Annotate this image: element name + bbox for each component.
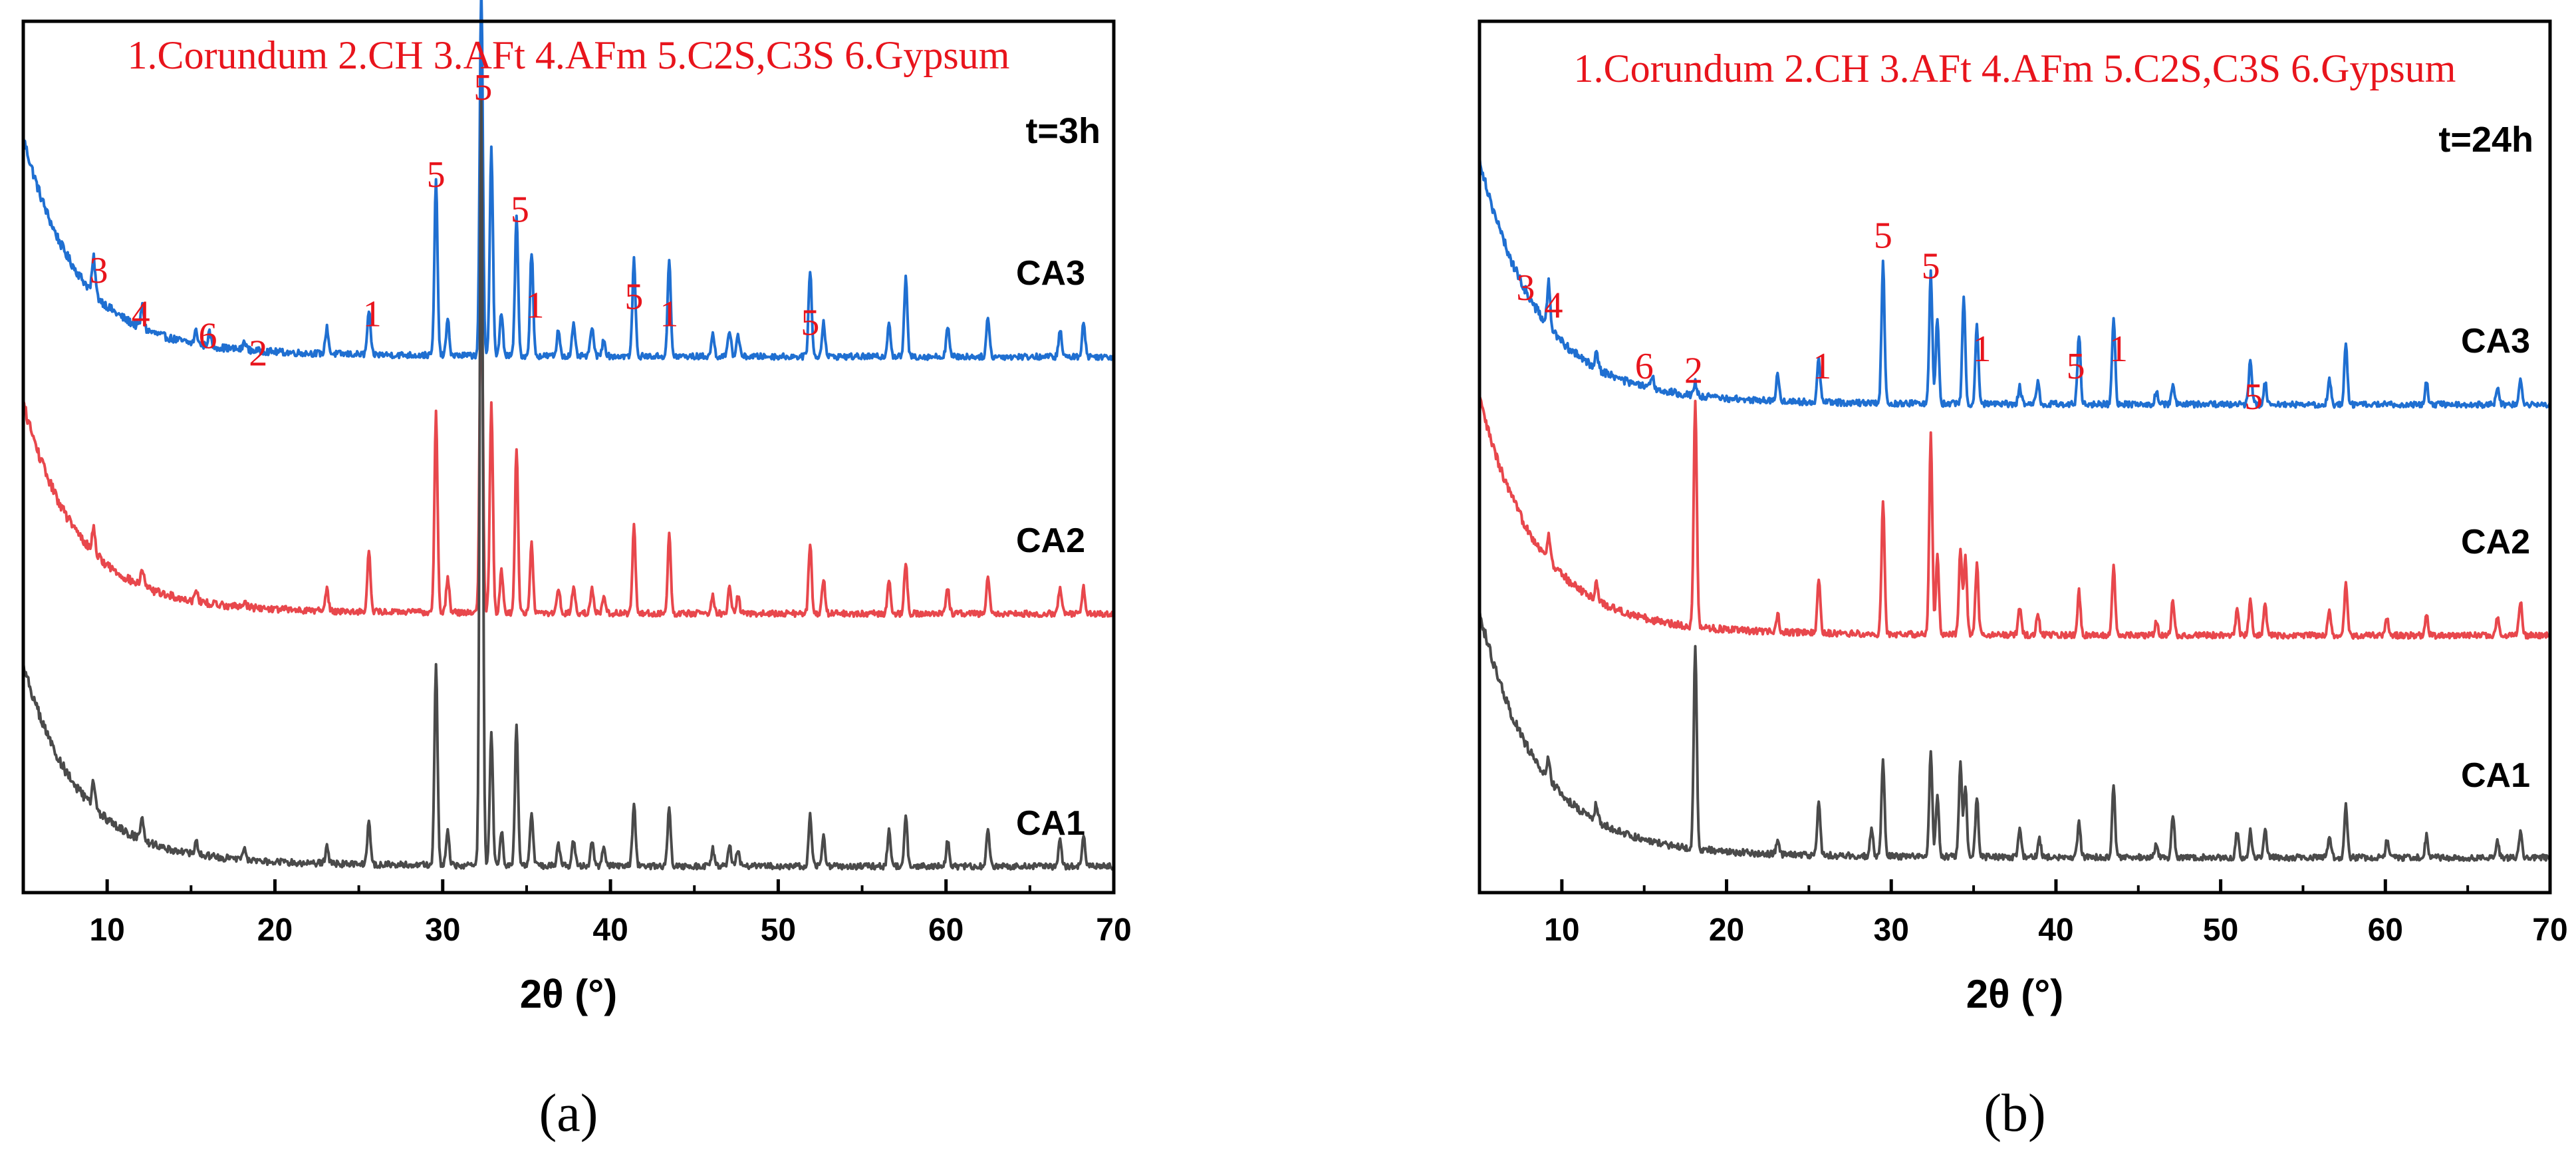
panel-b-time-label: t=24h: [2438, 120, 2533, 160]
panel-b-series-labels: CA3 CA2 CA1: [2461, 322, 2530, 795]
panel-a-x-tick-label-10: 10: [89, 913, 124, 948]
panel-b-peak-annotation-7: 1: [1972, 329, 1991, 370]
panel-a-x-tick-label-40: 40: [592, 913, 628, 948]
panel-a-series-ca1-line: [22, 98, 1115, 871]
panel-a-peak-annotation-8: 1: [526, 285, 545, 326]
panel-b: 10 20 30 40 50 60 70 1.Corundum 2.CH 3.AFt 4.A…: [1478, 19, 2568, 1143]
panel-b-peak-annotation-9: 1: [2109, 329, 2128, 370]
panel-a-peak-annotation-5: 5: [427, 154, 446, 196]
panel-b-x-tick-label-50: 50: [2203, 913, 2238, 948]
panel-b-plot-frame: [1478, 19, 2552, 895]
panel-b-series-ca3-line: [1478, 156, 2551, 409]
panel-b-legend: 1.Corundum 2.CH 3.AFt 4.AFm 5.C2S,C3S 6.…: [1574, 47, 2456, 90]
panel-b-peak-annotation-3: 2: [1684, 351, 1703, 392]
panel-a-caption: (a): [539, 1084, 598, 1143]
panel-b-peak-annotation-2: 6: [1635, 346, 1654, 387]
panel-b-series-label-ca2: CA2: [2461, 523, 2530, 561]
panel-a-series-label-ca1: CA1: [1016, 804, 1085, 843]
panel-a-x-axis-label: 2θ (°): [520, 972, 617, 1016]
panel-b-x-tick-label-40: 40: [2038, 913, 2073, 948]
panel-b-peak-annotation-6: 5: [1922, 245, 1940, 287]
panel-a-peak-annotation-1: 4: [132, 294, 150, 335]
panel-a-x-ticks: 10 20 30 40 50 60 70: [22, 879, 1132, 948]
panel-b-peak-annotation-1: 4: [1544, 285, 1563, 326]
panel-b-peak-annotation-4: 1: [1813, 346, 1831, 387]
panel-b-x-ticks: 10 20 30 40 50 60 70: [1478, 879, 2568, 948]
panel-a-peak-annotation-2: 6: [199, 315, 217, 357]
panel-b-x-tick-label-70: 70: [2532, 913, 2567, 948]
panel-b-peak-annotation-8: 5: [2067, 346, 2085, 387]
panel-b-peak-annotation-10: 5: [2244, 376, 2263, 418]
panel-b-series-label-ca1: CA1: [2461, 756, 2530, 795]
panel-a: 10 20 30 40 50 60 70 1.Corundum 2.CH 3.AFt 4.A…: [21, 0, 1132, 1143]
panel-a-peak-annotation-11: 5: [801, 303, 819, 344]
panel-a-peak-annotation-6: 5: [473, 67, 492, 108]
panel-b-x-tick-label-20: 20: [1709, 913, 1744, 948]
panel-a-x-tick-label-20: 20: [257, 913, 293, 948]
panel-a-peak-annotation-4: 1: [363, 294, 382, 335]
panel-a-peak-annotation-7: 5: [511, 189, 529, 230]
panel-a-plot-lines: [22, 0, 1115, 871]
panel-b-peak-annotation-5: 5: [1874, 216, 1892, 257]
panel-b-series-ca1-line: [1478, 609, 2551, 862]
panel-b-peak-annotation-0: 3: [1516, 267, 1535, 309]
panel-a-peak-annotation-0: 3: [90, 250, 108, 291]
panel-a-series-labels: CA3 CA2 CA1: [1016, 254, 1085, 843]
panel-b-plot-lines: [1478, 156, 2551, 862]
panel-a-series-label-ca3: CA3: [1016, 254, 1085, 293]
panel-a-plot-frame: [21, 19, 1116, 895]
panel-b-caption: (b): [1984, 1084, 2045, 1143]
panel-a-time-label: t=3h: [1025, 111, 1100, 151]
panel-a-series-label-ca2: CA2: [1016, 521, 1085, 560]
panel-b-series-label-ca3: CA3: [2461, 322, 2530, 361]
panel-b-x-tick-label-60: 60: [2368, 913, 2403, 948]
panel-a-peak-annotation-10: 1: [660, 294, 678, 335]
panel-a-x-tick-label-60: 60: [928, 913, 964, 948]
panel-a-x-tick-label-50: 50: [761, 913, 796, 948]
panel-b-series-ca2-line: [1478, 395, 2551, 640]
panel-a-series-ca3-line: [22, 0, 1115, 361]
panel-b-x-tick-label-30: 30: [1874, 913, 1909, 948]
panel-a-x-tick-label-70: 70: [1096, 913, 1131, 948]
panel-a-series-ca2-line: [22, 256, 1115, 619]
panel-a-peak-annotation-3: 2: [249, 333, 267, 374]
panel-a-peak-annotation-9: 5: [624, 276, 643, 317]
panel-a-legend: 1.Corundum 2.CH 3.AFt 4.AFm 5.C2S,C3S 6.…: [128, 33, 1010, 77]
panel-b-x-axis-label: 2θ (°): [1966, 972, 2063, 1016]
panel-b-x-tick-label-10: 10: [1544, 913, 1579, 948]
panel-a-x-tick-label-30: 30: [425, 913, 460, 948]
